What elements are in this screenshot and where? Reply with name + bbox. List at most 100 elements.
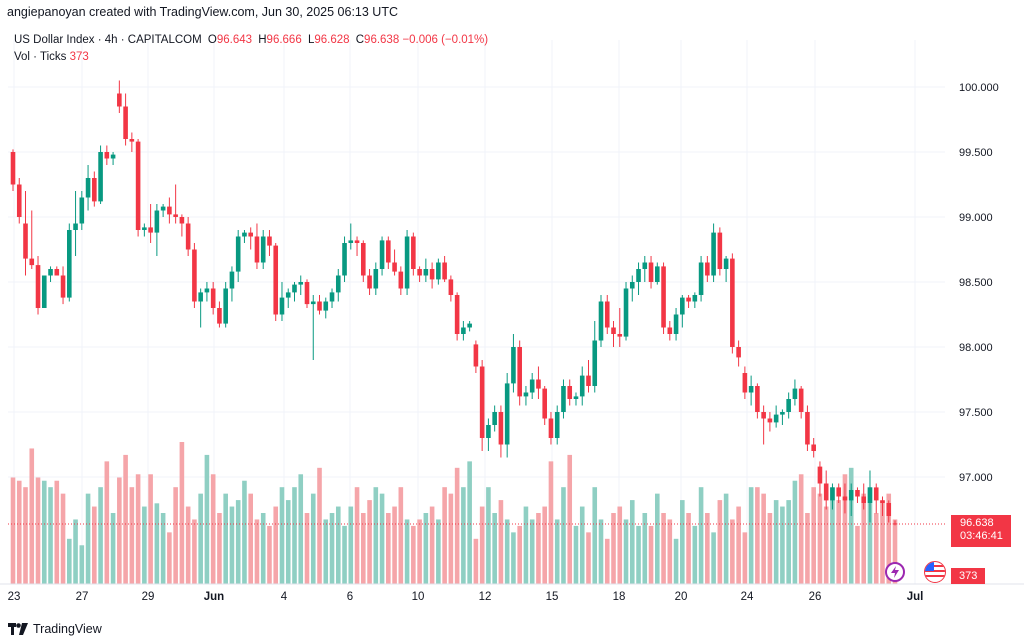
volume-bar (723, 493, 729, 584)
candle-body (79, 197, 85, 224)
time-axis[interactable]: 23 27 29 Jun 4 6 10 12 15 18 20 24 26 Jul (8, 591, 924, 603)
candle-body (54, 269, 60, 276)
candle-body (654, 266, 660, 282)
volume-bar (204, 454, 210, 584)
price-tick-label: 97.500 (959, 407, 993, 419)
volume-bar (335, 506, 341, 584)
symbol-title[interactable]: US Dollar Index · 4h · CAPITALCOM (14, 34, 202, 46)
volume-bar (454, 467, 460, 584)
volume-bar (598, 519, 604, 584)
volume-bar (623, 519, 629, 584)
volume-bar (873, 513, 879, 584)
volume-bar (367, 500, 372, 584)
candle-body (611, 327, 616, 334)
volume-bar (617, 506, 623, 584)
candle-body (636, 269, 641, 282)
volume-bar (392, 506, 397, 584)
candle-body (798, 388, 804, 412)
candle-body (35, 265, 41, 308)
volume-bar (692, 525, 698, 584)
volume-bar (742, 532, 748, 584)
candle-body (360, 243, 366, 276)
volume-bar (786, 500, 791, 584)
candle-body (248, 232, 254, 237)
candle-body (730, 258, 735, 347)
price-axis[interactable]: 100.000 99.500 99.000 98.500 98.000 97.500 97.… (959, 82, 999, 484)
volume-bar (642, 513, 648, 584)
volume-bar (867, 487, 873, 584)
candle-body (705, 262, 710, 276)
volume-value: 373 (69, 51, 89, 63)
candle-body (667, 327, 673, 334)
candle-body (698, 262, 704, 295)
volume-bar (54, 480, 60, 584)
volume-bar (680, 500, 685, 584)
price-tick-label: 99.000 (959, 212, 993, 224)
volume-bar (511, 532, 516, 584)
volume-bar (135, 474, 141, 584)
volume-bar (154, 503, 160, 584)
volume-bar (504, 519, 510, 584)
price-tick-label: 99.500 (959, 147, 993, 159)
last-price-value: 96.638 (960, 517, 994, 529)
candle-body (98, 152, 103, 202)
candle-body (823, 483, 829, 501)
candle-body (329, 292, 335, 302)
time-tick-label: 27 (76, 591, 89, 603)
candle-body (542, 388, 548, 419)
candle-body (886, 503, 892, 516)
volume-bar (686, 513, 691, 584)
volume-bar (254, 519, 260, 584)
candle-body (185, 223, 191, 250)
chart-legend: US Dollar Index · 4h · CAPITALCOM O96.64… (14, 32, 488, 66)
candle-body (198, 292, 203, 302)
volume-bar (673, 538, 679, 584)
candle-body (16, 184, 22, 217)
volume-bar (848, 467, 854, 584)
candle-body (592, 340, 598, 386)
lightning-icon[interactable] (885, 562, 905, 582)
volume-bar (461, 487, 466, 584)
candle-body (379, 240, 385, 269)
volume-bar (398, 487, 404, 584)
volume-bar (498, 500, 504, 584)
volume-bars (10, 442, 898, 584)
candle-body (229, 271, 235, 289)
volume-bar (554, 519, 560, 584)
volume-tag: 373 (951, 568, 985, 584)
candle-body (267, 236, 272, 246)
candle-body (142, 227, 147, 230)
candle-body (123, 106, 128, 139)
candle-body (517, 347, 522, 397)
volume-bar (842, 474, 848, 584)
volume-bar (48, 487, 53, 584)
volume-bar (667, 519, 673, 584)
volume-bar (767, 513, 773, 584)
candle-body (66, 230, 72, 298)
volume-bar (586, 532, 591, 584)
candle-body (254, 236, 260, 263)
candle-body (285, 292, 291, 298)
volume-bar (129, 487, 135, 584)
volume-bar (235, 500, 241, 584)
time-tick-label: 29 (142, 591, 155, 603)
volume-bar (73, 519, 78, 584)
candle-body (417, 269, 422, 276)
volume-label[interactable]: Vol · Ticks (14, 51, 67, 63)
volume-bar (730, 519, 735, 584)
candle-body (110, 154, 116, 159)
candle-body (160, 206, 166, 211)
volume-bar (342, 525, 347, 584)
volume-bar (836, 500, 842, 584)
volume-bar (348, 506, 354, 584)
last-price-tag: 96.638 03:46:41 (951, 515, 1011, 547)
volume-bar (855, 525, 860, 584)
volume-bar (242, 480, 247, 584)
tradingview-brand[interactable]: TradingView (8, 622, 102, 636)
us-flag-icon[interactable] (924, 561, 946, 583)
volume-bar (604, 538, 610, 584)
volume-bar (310, 493, 316, 584)
candle-body (217, 308, 222, 324)
candle-body (529, 379, 535, 393)
